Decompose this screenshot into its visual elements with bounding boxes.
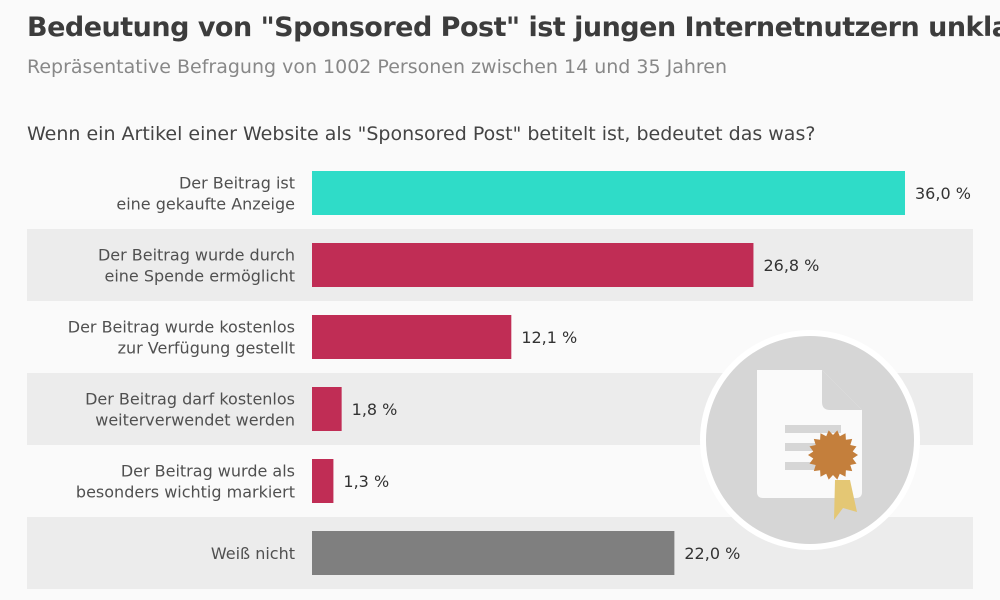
category-label: Der Beitrag wurde kostenlos zur Verfügung… xyxy=(68,318,295,358)
category-label: Der Beitrag wurde durch eine Spende ermög… xyxy=(98,246,295,286)
bar xyxy=(312,243,754,287)
bar xyxy=(312,459,334,503)
chart-title: Bedeutung von "Sponsored Post" ist junge… xyxy=(27,12,1000,43)
category-label: Der Beitrag wurde als besonders wichtig m… xyxy=(76,462,295,502)
category-label: Weiß nicht xyxy=(211,544,295,563)
category-label: Der Beitrag darf kostenlos weiterverwende… xyxy=(85,390,295,430)
bar xyxy=(312,387,342,431)
value-label: 1,3 % xyxy=(343,472,389,491)
value-label: 36,0 % xyxy=(915,184,971,203)
survey-question: Wenn ein Artikel einer Website als "Spon… xyxy=(27,123,816,145)
value-label: 26,8 % xyxy=(763,256,819,275)
value-label: 22,0 % xyxy=(684,544,740,563)
value-label: 1,8 % xyxy=(352,400,398,419)
bar xyxy=(312,315,512,359)
certificate-document-icon xyxy=(700,330,920,550)
category-label: Der Beitrag ist eine gekaufte Anzeige xyxy=(116,174,295,214)
value-label: 12,1 % xyxy=(521,328,577,347)
bar xyxy=(312,171,905,215)
chart-subtitle: Repräsentative Befragung von 1002 Person… xyxy=(27,56,728,78)
bar xyxy=(312,531,675,575)
